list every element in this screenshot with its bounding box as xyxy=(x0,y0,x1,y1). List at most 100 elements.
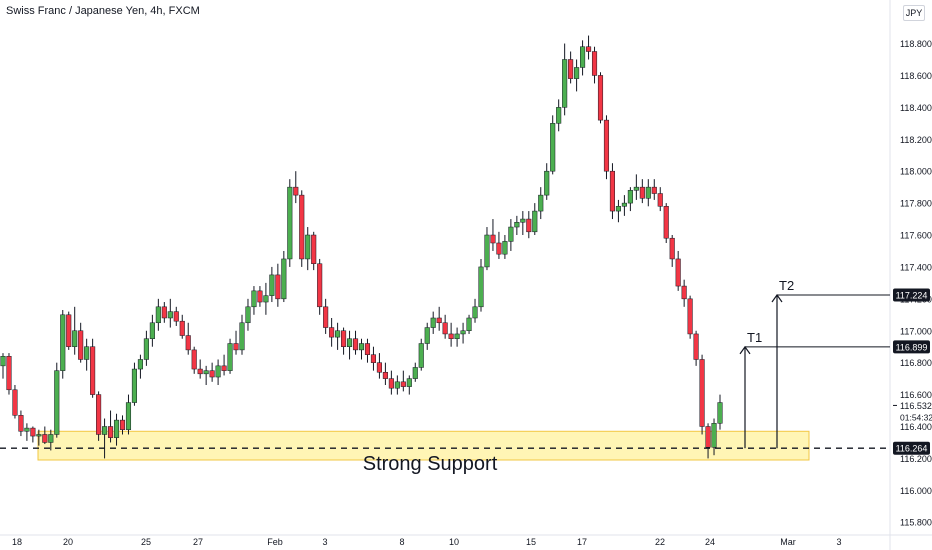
y-tick-label: 118.000 xyxy=(900,167,932,177)
candle-body xyxy=(639,186,645,199)
candle-body xyxy=(203,370,209,375)
candle-body xyxy=(412,367,418,379)
candle-body xyxy=(484,234,490,268)
candle-body xyxy=(358,343,365,351)
y-tick-label: 117.800 xyxy=(900,199,932,209)
candle-body xyxy=(717,402,723,424)
candle-body xyxy=(424,327,430,344)
candle-body xyxy=(30,427,36,437)
candle-body xyxy=(185,335,191,351)
candle-body xyxy=(364,343,371,355)
candle-body xyxy=(711,423,717,448)
candle-body xyxy=(161,306,167,319)
candle-body xyxy=(699,359,705,427)
candle-body xyxy=(66,314,72,347)
candle-body xyxy=(299,194,305,260)
candle-body xyxy=(257,290,263,303)
candle-body xyxy=(496,242,502,255)
candle-body xyxy=(693,333,699,360)
candle-body xyxy=(84,346,90,360)
candle-body xyxy=(60,314,66,371)
candle-body xyxy=(442,322,448,335)
candle-body xyxy=(251,290,257,308)
candle-body xyxy=(448,333,454,339)
candle-body xyxy=(48,434,54,443)
candle-body xyxy=(633,186,639,191)
x-tick-label: 3 xyxy=(836,537,841,547)
y-tick-label: 118.400 xyxy=(900,103,932,113)
x-tick-label: 17 xyxy=(577,537,587,547)
countdown-label: 01:54:32 xyxy=(900,412,932,422)
x-tick-label: 8 xyxy=(399,537,404,547)
candle-body xyxy=(574,67,580,79)
candle-body xyxy=(586,46,592,52)
candle-body xyxy=(102,426,108,435)
x-tick-label: 15 xyxy=(526,537,536,547)
price-label-text: 117.224 xyxy=(896,291,928,301)
chart-title: Swiss Franc / Japanese Yen, 4h, FXCM xyxy=(6,5,200,17)
candle-body xyxy=(591,51,598,76)
candle-body xyxy=(430,317,436,328)
candle-body xyxy=(155,306,161,324)
candle-body xyxy=(580,46,586,68)
candle-body xyxy=(167,311,173,319)
candle-body xyxy=(78,330,84,360)
candle-body xyxy=(520,218,526,223)
currency-badge[interactable]: JPY xyxy=(903,5,925,21)
candle-body xyxy=(341,330,347,347)
candle-body xyxy=(406,378,412,387)
candle-body xyxy=(137,359,143,370)
candle-body xyxy=(609,170,616,212)
candle-body xyxy=(675,258,681,287)
candle-body xyxy=(657,193,663,207)
candle-body xyxy=(687,298,693,335)
x-tick-label: Mar xyxy=(780,537,796,547)
candle-body xyxy=(490,234,496,244)
candle-body xyxy=(329,327,335,338)
candle-body xyxy=(191,349,197,370)
candle-body xyxy=(550,123,556,172)
y-tick-label: 118.200 xyxy=(900,135,932,145)
candle-body xyxy=(275,274,281,300)
x-tick-label: 27 xyxy=(193,537,203,547)
target-label: T1 xyxy=(747,330,762,345)
price-label-box xyxy=(893,288,930,302)
candle-body xyxy=(221,365,227,371)
candle-body xyxy=(388,378,394,389)
candle-body xyxy=(143,338,149,360)
candle-body xyxy=(6,356,12,391)
candle-body xyxy=(281,258,287,300)
candle-body xyxy=(460,330,466,335)
candle-body xyxy=(347,338,353,347)
candle-body xyxy=(466,317,472,332)
candle-body xyxy=(0,356,6,367)
support-label: Strong Support xyxy=(363,453,498,475)
candle-body xyxy=(305,234,311,260)
candle-body xyxy=(125,402,132,430)
candle-body xyxy=(245,306,251,324)
y-tick-label: 116.800 xyxy=(900,358,932,368)
candle-body xyxy=(233,343,239,351)
x-tick-label: 20 xyxy=(63,537,73,547)
candle-body xyxy=(36,434,42,437)
candle-body xyxy=(179,320,185,336)
candle-body xyxy=(597,75,604,121)
x-tick-label: 25 xyxy=(141,537,151,547)
candle-body xyxy=(323,306,329,328)
x-tick-label: 24 xyxy=(705,537,715,547)
candle-body xyxy=(239,322,245,351)
candle-body xyxy=(472,306,478,319)
candle-body xyxy=(90,346,96,395)
y-tick-label: 117.400 xyxy=(900,262,932,272)
candle-body xyxy=(621,202,627,207)
candle-body xyxy=(562,59,568,108)
candle-body xyxy=(42,434,48,443)
candle-body xyxy=(508,226,514,242)
candle-body xyxy=(131,368,137,403)
price-label-text: 116.899 xyxy=(896,342,928,352)
candle-body xyxy=(263,295,269,303)
candle-body xyxy=(502,241,508,255)
x-tick-label: Feb xyxy=(267,537,283,547)
y-tick-label: 115.800 xyxy=(900,518,932,528)
